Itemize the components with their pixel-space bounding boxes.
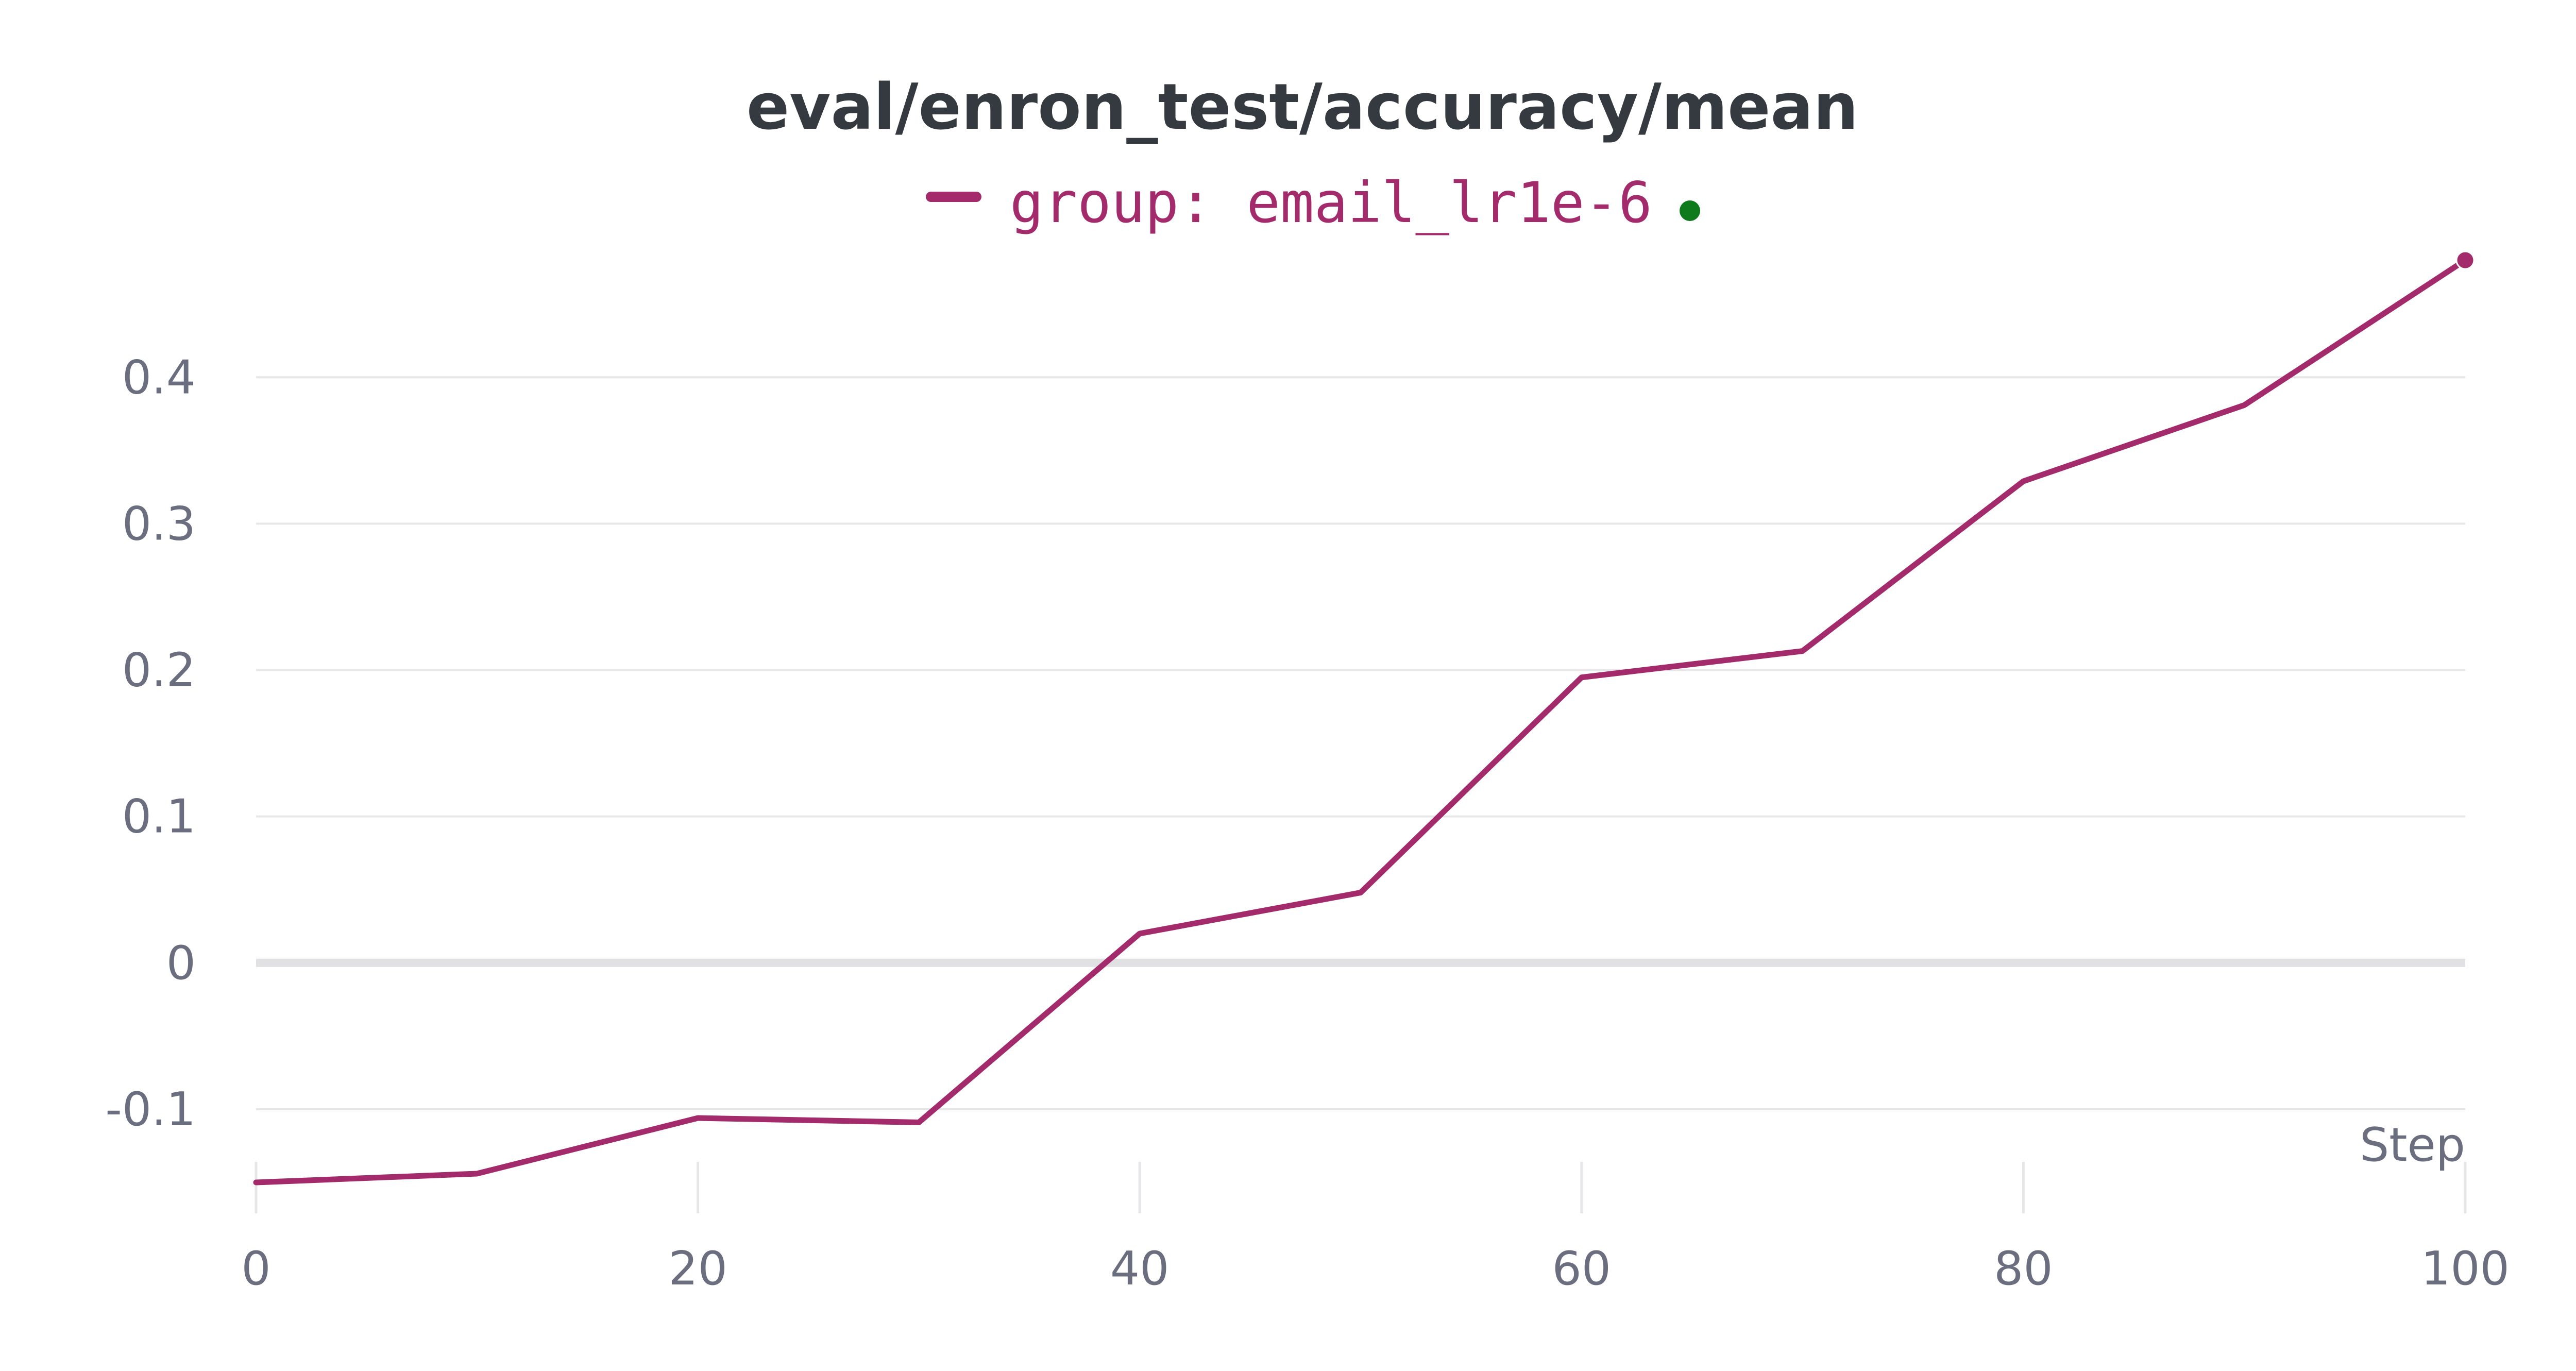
series-end-marker — [2455, 250, 2475, 270]
x-axis: 0 20 40 60 80 100 — [241, 1162, 2510, 1296]
y-tick-label: 0.4 — [122, 350, 196, 404]
y-tick-label: 0 — [166, 936, 196, 990]
legend[interactable]: group: email_lr1e-6 — [926, 170, 1700, 235]
y-tick-label: 0.2 — [122, 644, 196, 698]
y-axis: -0.1 0 0.1 0.2 0.3 0.4 — [105, 350, 196, 1137]
y-tick-label: -0.1 — [105, 1082, 196, 1137]
y-tick-label: 0.3 — [122, 497, 196, 551]
x-tick-label: 100 — [2421, 1242, 2510, 1296]
x-tick-label: 80 — [1994, 1242, 2053, 1296]
x-tick-label: 0 — [241, 1242, 270, 1296]
x-tick-label: 20 — [668, 1242, 727, 1296]
x-tick-label: 60 — [1552, 1242, 1612, 1296]
legend-swatch — [926, 192, 981, 202]
series-line — [253, 257, 2468, 1186]
run-status-dot — [1680, 200, 1700, 221]
chart-title: eval/enron_test/accuracy/mean — [747, 71, 1858, 144]
series-layer — [253, 250, 2475, 1186]
grid-lines — [256, 376, 2465, 1110]
x-tick-label: 40 — [1110, 1242, 1170, 1296]
legend-series-label: group: email_lr1e-6 — [1010, 170, 1652, 235]
y-tick-label: 0.1 — [122, 790, 196, 844]
x-axis-label: Step — [2360, 1118, 2465, 1172]
